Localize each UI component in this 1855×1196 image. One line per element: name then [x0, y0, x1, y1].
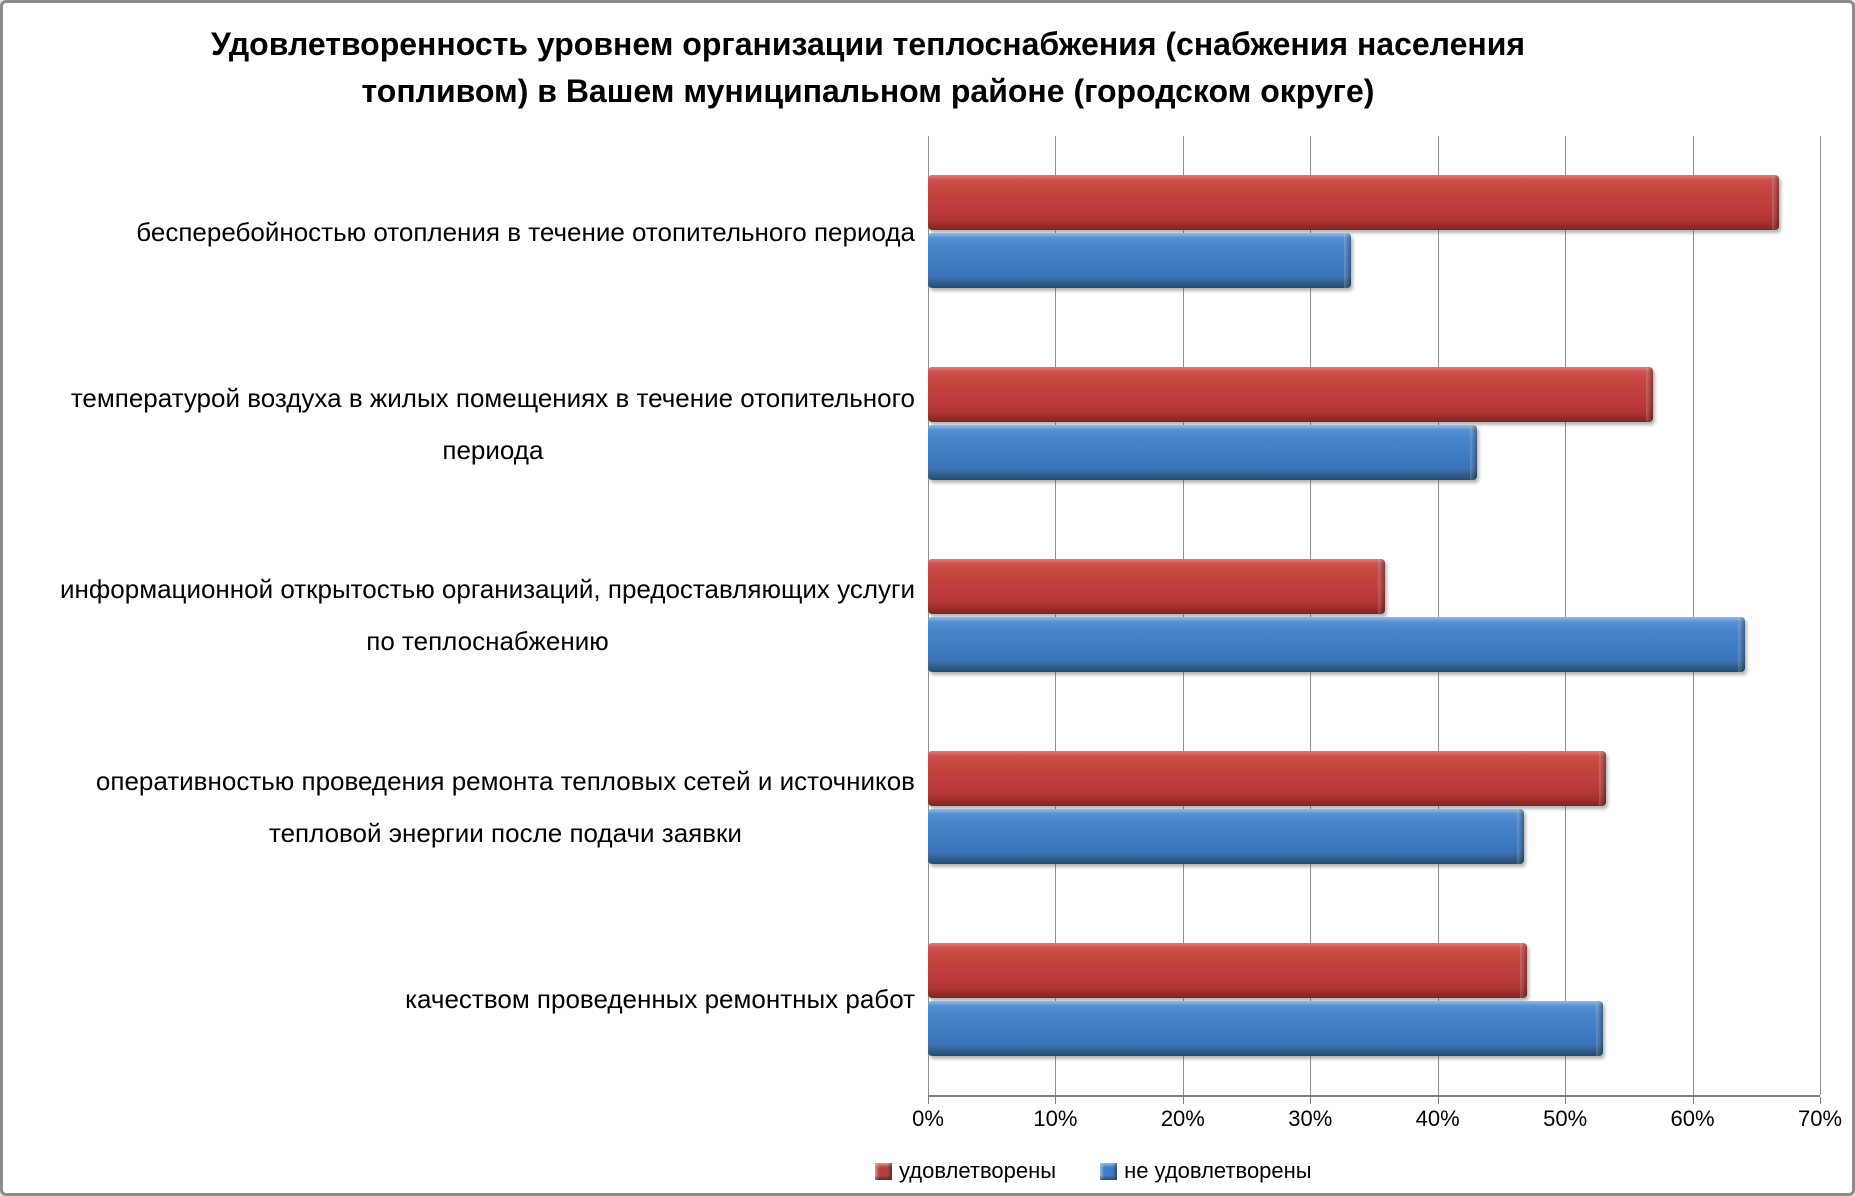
x-axis-tick-label: 30%: [1288, 1106, 1333, 1131]
axis-tick: [1182, 1097, 1184, 1104]
bar-groups: [928, 136, 1820, 1095]
category-label: оперативностью проведения ремонта теплов…: [95, 766, 915, 849]
axis-tick: [1055, 1097, 1057, 1104]
x-axis-tick-label: 0%: [912, 1106, 944, 1131]
gridline: [928, 136, 929, 1095]
category-label: качеством проведенных ремонтных работ: [405, 984, 915, 1015]
axis-tick: [1820, 1097, 1821, 1104]
x-axis-tick-label: 50%: [1543, 1106, 1588, 1131]
axis-tick: [1310, 1097, 1312, 1104]
chart-title: Удовлетворенность уровнем организации те…: [38, 21, 1698, 115]
axis-tick: [1692, 1097, 1694, 1104]
legend-marker-not-satisfied-icon: [1100, 1162, 1118, 1180]
bar-group: [928, 328, 1820, 520]
x-axis-tick-label: 10%: [1033, 1106, 1078, 1131]
category-row: качеством проведенных ремонтных работ: [13, 903, 915, 1095]
gridline: [1055, 136, 1057, 1095]
bar-satisfied: [928, 750, 1606, 806]
category-label: бесперебойностью отопления в течение ото…: [136, 216, 915, 247]
bar-group: [928, 903, 1820, 1095]
bar-satisfied: [928, 942, 1527, 998]
legend-item-not-satisfied: не удовлетворены: [1100, 1158, 1312, 1184]
chart-title-line-2: топливом) в Вашем муниципальном районе (…: [361, 73, 1375, 110]
bar-not-satisfied: [928, 808, 1525, 864]
chart-title-line-1: Удовлетворенность уровнем организации те…: [210, 26, 1526, 62]
gridline: [1565, 136, 1567, 1095]
legend-label-satisfied: удовлетворены: [899, 1158, 1057, 1183]
gridline: [1692, 136, 1694, 1095]
legend-item-satisfied: удовлетворены: [875, 1158, 1056, 1184]
x-axis: 0% 10% 20% 30% 40% 50% 60% 70%: [912, 1106, 1842, 1138]
bar-group: [928, 520, 1820, 712]
category-label: информационной открытостью организаций, …: [60, 574, 915, 657]
x-axis-tick-label: 40%: [1415, 1106, 1460, 1131]
x-axis-tick-label: 60%: [1670, 1106, 1715, 1131]
gridline: [1182, 136, 1184, 1095]
category-row: температурой воздуха в жилых помещениях …: [13, 328, 915, 520]
plot-area: [928, 136, 1821, 1104]
x-axis-tick-label: 20%: [1160, 1106, 1205, 1131]
bar-group: [928, 136, 1820, 328]
bar-not-satisfied: [928, 233, 1352, 289]
bar-satisfied: [928, 175, 1780, 231]
legend-label-not-satisfied: не удовлетворены: [1124, 1158, 1312, 1183]
category-row: оперативностью проведения ремонта теплов…: [13, 711, 915, 903]
category-label: температурой воздуха в жилых помещениях …: [70, 382, 915, 465]
bar-not-satisfied: [928, 1000, 1604, 1056]
axis-tick: [1565, 1097, 1567, 1104]
bar-not-satisfied: [928, 616, 1745, 672]
category-row: информационной открытостью организаций, …: [13, 520, 915, 712]
bar-group: [928, 711, 1820, 903]
category-row: бесперебойностью отопления в течение ото…: [13, 136, 915, 328]
bar-satisfied: [928, 367, 1654, 423]
bar-satisfied: [928, 558, 1386, 614]
bar-not-satisfied: [928, 425, 1478, 481]
x-axis-tick-label: 70%: [1797, 1106, 1843, 1131]
axis-tick: [928, 1097, 929, 1104]
gridline: [1820, 136, 1821, 1095]
gridline: [1310, 136, 1312, 1095]
gridline: [1437, 136, 1439, 1095]
axis-tick: [1437, 1097, 1439, 1104]
legend-marker-satisfied-icon: [875, 1162, 892, 1180]
category-axis: бесперебойностью отопления в течение ото…: [13, 136, 915, 1095]
legend: удовлетворены не удовлетворены: [875, 1158, 1312, 1184]
